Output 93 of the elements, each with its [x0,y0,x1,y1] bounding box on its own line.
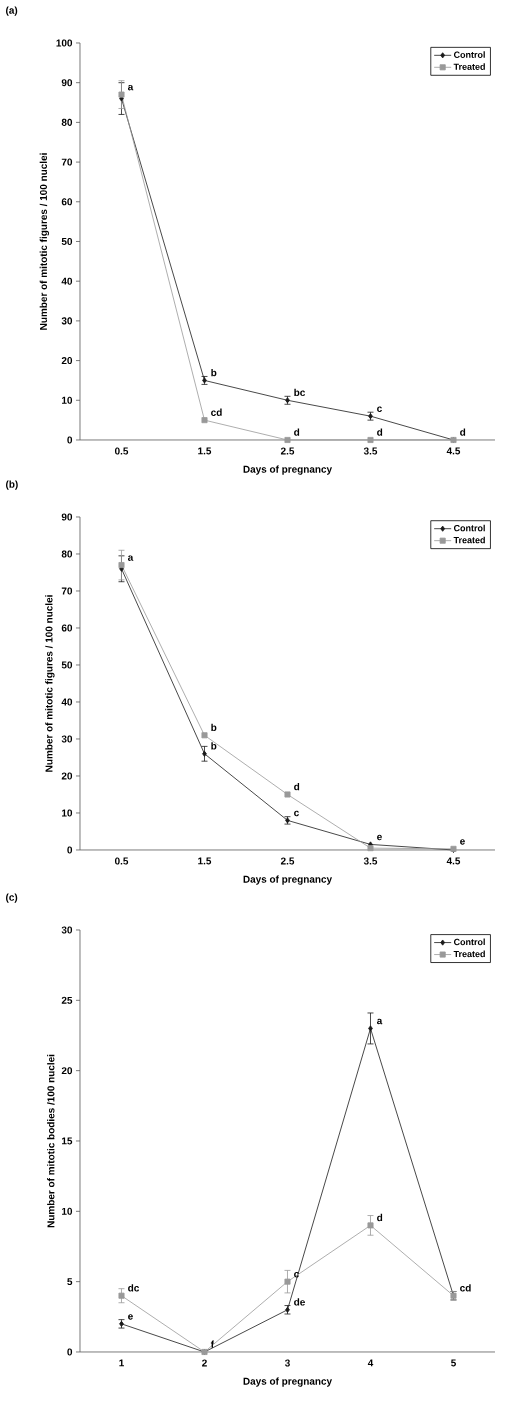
point [284,1278,291,1285]
x-tick-label: 3.5 [363,857,378,865]
x-tick-label: 2.5 [280,857,295,865]
annotation: de [294,1298,305,1306]
chart-title: (c) [6,893,18,903]
annotation: f [210,1340,215,1348]
x-tick-label: 1 [119,1359,124,1367]
x-tick-label: 2.5 [280,447,295,455]
annotation: b [211,723,217,732]
y-tick-label: 20 [61,357,73,365]
point [118,1292,125,1299]
y-tick-label: 50 [61,237,73,245]
legend-label: Control [453,938,485,946]
y-tick-label: 100 [56,39,73,47]
y-tick-label: 10 [62,1207,73,1215]
annotation: c [294,810,299,817]
x-axis-title: Days of pregnancy [243,465,332,475]
y-axis-title: Number of mitotic figures / 100 nuclei [39,153,50,330]
legend-label: Control [453,51,485,58]
y-tick-label: 30 [61,317,73,325]
annotation: a [127,84,134,91]
x-tick-label: 3 [284,1359,290,1367]
annotation: b [211,742,217,750]
point [368,1025,373,1032]
annotation: d [294,782,300,791]
annotation: a [127,555,134,561]
x-tick-label: 3.5 [363,447,378,455]
point [201,417,208,424]
annotation: e [377,834,382,841]
y-tick-label: 25 [61,996,73,1004]
y-tick-label: 40 [61,698,73,706]
annotation: b [211,368,217,377]
x-axis-title: Days of pregnancy [243,875,332,885]
annotation: d [377,1213,383,1222]
annotation: a [376,1018,383,1025]
annotation: cd [460,1284,471,1292]
y-tick-label: 0 [67,436,73,444]
y-tick-label: 80 [61,550,73,558]
annotation: bc [294,388,306,397]
point [284,436,291,443]
annotation: cd [211,408,222,416]
annotation: dc [128,1284,140,1292]
y-tick-label: 15 [62,1137,73,1145]
x-tick-label: 0.5 [114,447,129,455]
annotation: e [128,1314,133,1320]
y-tick-label: 20 [61,772,73,780]
y-tick-label: 40 [61,277,73,285]
point [367,436,374,443]
x-tick-label: 4.5 [446,857,461,865]
y-tick-label: 70 [61,587,73,595]
legend-label: Control [453,524,485,532]
point [367,1222,374,1229]
point [202,750,207,757]
x-tick-label: 1.5 [198,447,212,455]
y-tick-label: 0 [67,1348,73,1356]
y-tick-label: 10 [62,396,73,404]
y-tick-label: 0 [67,846,73,854]
y-tick-label: 20 [61,1067,73,1075]
annotation: d [294,428,300,436]
y-tick-label: 90 [61,79,73,87]
chart-title: (b) [6,480,18,490]
x-tick-label: 2 [202,1359,207,1367]
annotation: d [377,428,383,436]
y-tick-label: 70 [61,158,73,166]
legend-label: Treated [453,536,485,544]
point [118,91,125,98]
annotation: e [460,839,465,845]
annotation: c [377,406,382,412]
annotation: d [460,428,466,436]
y-tick-label: 5 [67,1278,73,1286]
x-tick-label: 4 [367,1359,374,1367]
y-tick-label: 30 [61,926,73,934]
x-axis-title: Days of pregnancy [243,1377,332,1387]
annotation: c [294,1271,299,1278]
y-tick-label: 10 [62,809,73,817]
y-axis-title: Number of mitotic figures / 100 nuclei [45,595,55,772]
y-tick-label: 80 [61,118,73,126]
y-tick-label: 60 [61,624,73,632]
y-tick-label: 90 [61,513,73,521]
y-tick-label: 60 [61,198,73,206]
point [284,791,291,798]
point [367,845,374,852]
x-tick-label: 4.5 [446,447,461,455]
y-tick-label: 50 [61,661,73,669]
x-tick-label: 0.5 [114,857,129,865]
x-tick-label: 5 [451,1359,456,1367]
legend-label: Treated [453,63,485,70]
chart-title: (a) [6,6,18,16]
legend-label: Treated [453,950,485,958]
y-tick-label: 30 [61,735,73,743]
x-tick-label: 1.5 [198,857,212,865]
y-axis-title: Number of mitotic bodies /100 nuclei [47,1054,55,1228]
point [201,732,208,739]
